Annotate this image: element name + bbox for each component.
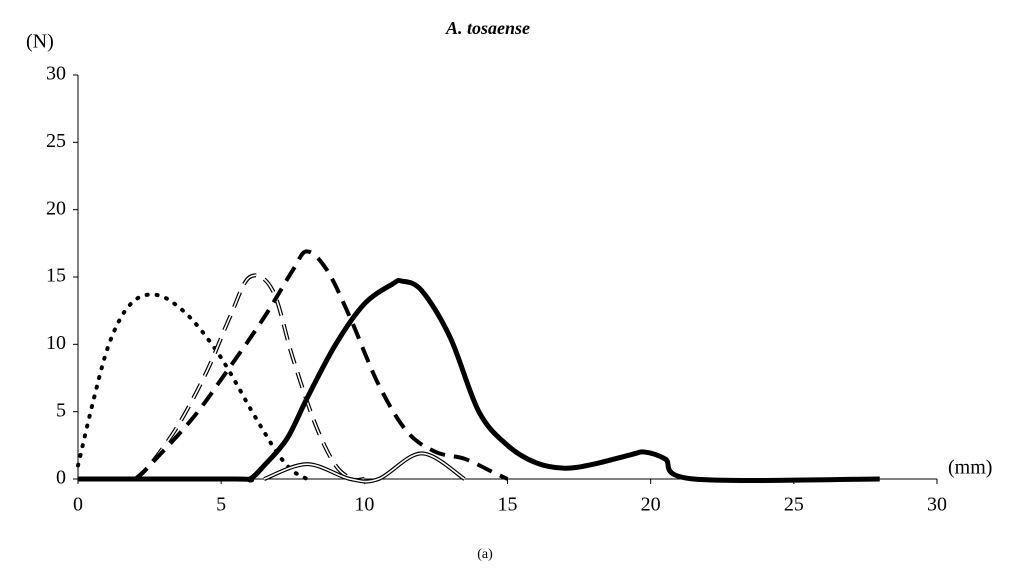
x-tick-label: 10 bbox=[354, 494, 374, 516]
series-line-inner bbox=[134, 274, 365, 481]
series-line-inner bbox=[263, 452, 465, 483]
x-tick-label: 5 bbox=[216, 494, 226, 516]
x-tick-label: 30 bbox=[927, 494, 947, 516]
x-tick-label: 0 bbox=[73, 494, 83, 516]
series-line bbox=[76, 292, 310, 481]
series-line bbox=[133, 273, 365, 482]
y-tick-label: 5 bbox=[56, 399, 66, 421]
chart-title: A. tosaense bbox=[445, 18, 530, 38]
chart-subtitle: (a) bbox=[477, 547, 493, 562]
y-tick-label: 15 bbox=[46, 265, 66, 287]
series-line bbox=[77, 277, 880, 483]
y-tick-label: 25 bbox=[46, 130, 66, 152]
x-tick-label: 15 bbox=[498, 494, 518, 516]
series-line bbox=[133, 249, 509, 481]
y-tick-label: 0 bbox=[56, 467, 66, 489]
x-tick-label: 25 bbox=[784, 494, 804, 516]
y-axis-label: (N) bbox=[26, 31, 54, 53]
x-axis-label: (mm) bbox=[948, 457, 992, 479]
y-tick-label: 30 bbox=[46, 63, 66, 85]
y-tick-label: 10 bbox=[46, 332, 66, 354]
y-tick-label: 20 bbox=[46, 197, 66, 219]
x-tick-label: 20 bbox=[641, 494, 661, 516]
